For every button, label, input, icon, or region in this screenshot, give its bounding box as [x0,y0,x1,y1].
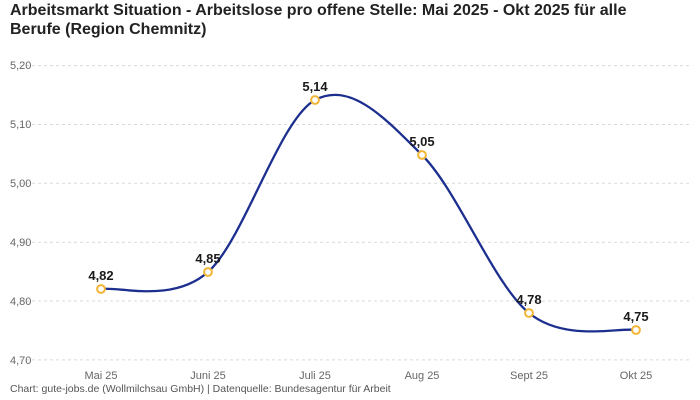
svg-text:Juni 25: Juni 25 [190,370,225,382]
svg-text:4,70: 4,70 [10,355,31,367]
svg-text:Aug 25: Aug 25 [405,370,440,382]
svg-text:5,00: 5,00 [10,178,31,190]
svg-text:Sept 25: Sept 25 [510,370,548,382]
svg-text:5,05: 5,05 [409,134,434,149]
svg-text:4,90: 4,90 [10,237,31,249]
svg-text:4,80: 4,80 [10,296,31,308]
svg-text:4,75: 4,75 [623,309,648,324]
svg-text:4,85: 4,85 [195,251,220,266]
svg-text:Mai 25: Mai 25 [84,370,117,382]
svg-text:5,20: 5,20 [10,60,31,72]
svg-text:Juli 25: Juli 25 [299,370,331,382]
svg-text:Okt 25: Okt 25 [620,370,652,382]
svg-text:4,78: 4,78 [516,292,541,307]
svg-text:5,10: 5,10 [10,119,31,131]
svg-text:4,82: 4,82 [88,268,113,283]
svg-text:5,14: 5,14 [302,79,328,94]
